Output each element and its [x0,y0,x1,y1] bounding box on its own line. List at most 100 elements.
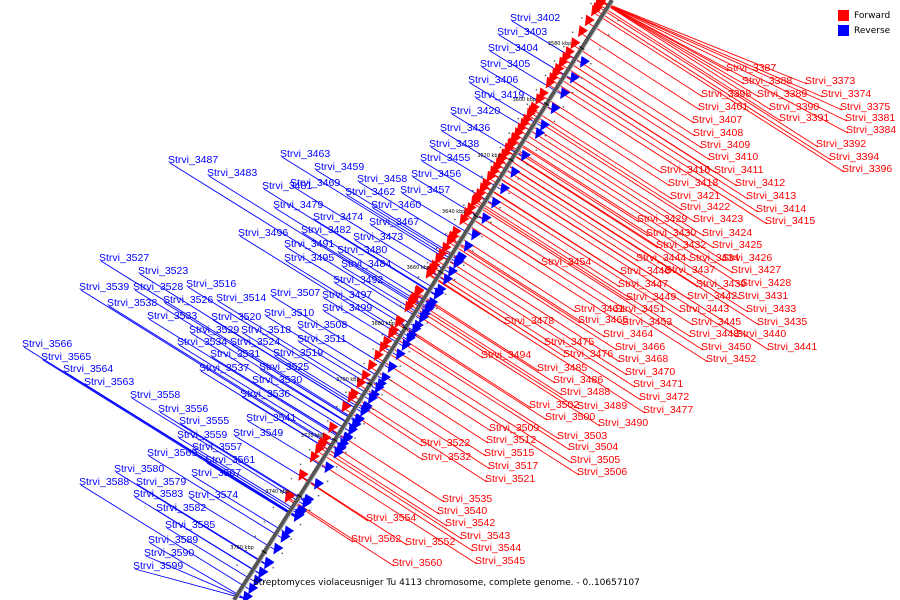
dot-mark [562,45,565,48]
gene-label-strvi_3479: Strvi_3479 [273,199,323,211]
gene-arrow-strvi_3440 [486,170,497,183]
gene-label-strvi_3438: Strvi_3438 [429,138,479,150]
gene-label-strvi_3524: Strvi_3524 [230,336,280,348]
gene-label-strvi_3482: Strvi_3482 [301,224,351,236]
gene-arrow-strvi_3569 [280,531,291,543]
connector-strvi_3482 [302,232,428,311]
gene-label-strvi_3437: Strvi_3437 [665,264,715,276]
gene-arrow-strvi_3401 [578,25,588,38]
gene-label-strvi_3429: Strvi_3429 [637,213,687,225]
gene-label-strvi_3473: Strvi_3473 [353,231,403,243]
connector-strvi_3401 [580,32,701,111]
connector-strvi_3545 [312,458,478,565]
dot-mark [345,391,347,394]
gene-label-strvi_3483: Strvi_3483 [207,167,257,179]
dot-mark [454,218,456,221]
ruler-tick [331,437,338,443]
gene-label-strvi_3391: Strvi_3391 [779,112,829,124]
dot-mark [481,175,483,178]
gene-arrow-strvi_3523 [360,404,371,417]
dot-mark [580,77,583,79]
connector-strvi_3521 [352,395,488,483]
connector-strvi_3392 [597,5,819,148]
gene-label-strvi_3448: Strvi_3448 [689,328,739,340]
gene-label-strvi_3402: Strvi_3402 [510,12,560,24]
connector-strvi_3412 [556,70,738,187]
dot-mark [417,276,420,278]
gene-label-strvi_3450: Strvi_3450 [701,341,751,353]
gene-label-strvi_3475: Strvi_3475 [544,336,594,348]
gene-label-strvi_3486: Strvi_3486 [553,374,603,386]
dot-mark [236,564,238,566]
gene-label-strvi_3433: Strvi_3433 [746,303,796,315]
dot-mark [481,235,483,238]
gene-arrow-strvi_3502 [395,314,406,327]
dot-mark [526,163,529,166]
gene-label-strvi_3434: Strvi_3434 [689,252,739,264]
connector-strvi_3442 [491,172,690,300]
gene-label-strvi_3414: Strvi_3414 [756,203,806,215]
gene-label-strvi_3557: Strvi_3557 [192,441,242,453]
ruler-tick [402,325,409,331]
connector-strvi_3494 [406,308,484,359]
forward-swatch [838,10,849,21]
gene-label-strvi_3569: Strvi_3569 [147,447,197,459]
gene-label-strvi_3484: Strvi_3484 [341,258,391,270]
gene-label-strvi_3392: Strvi_3392 [816,138,866,150]
gene-label-strvi_3582: Strvi_3582 [156,502,206,514]
connector-strvi_3525 [260,369,355,428]
connector-strvi_3585 [166,527,257,583]
dot-mark [335,466,338,468]
gene-label-strvi_3407: Strvi_3407 [692,114,742,126]
gene-arrow-strvi_3508 [380,371,391,384]
ruler-tick [296,493,303,499]
connector-strvi_3557 [193,449,299,515]
connector-strvi_3522 [349,398,423,447]
gene-label-strvi_3506: Strvi_3506 [577,466,627,478]
dot-mark [326,480,329,483]
dot-mark [308,449,311,451]
dot-mark [290,477,293,480]
gene-arrow-strvi_3515 [361,369,372,382]
dot-mark [408,290,411,293]
gene-label-strvi_3517: Strvi_3517 [488,460,538,472]
connector-strvi_3544 [316,450,474,552]
connector-strvi_3558 [131,397,305,506]
gene-arrow-strvi_3418 [535,93,546,106]
gene-label-strvi_3562: Strvi_3562 [351,533,401,545]
ruler-tick [261,549,268,555]
gene-label-strvi_3401: Strvi_3401 [698,101,748,113]
connector-strvi_3526 [164,302,357,423]
connector-strvi_3523 [139,273,363,413]
connector-strvi_3413 [553,74,749,200]
gene-arrow-strvi_3554 [298,469,309,482]
connector-strvi_3440 [488,178,739,338]
connector-strvi_3504 [390,334,571,451]
gene-arrow-strvi_3522 [347,391,358,403]
gene-label-strvi_3516: Strvi_3516 [186,278,236,290]
connector-strvi_3407 [572,44,695,124]
gene-arrow-strvi_3497 [401,339,412,351]
gene-label-strvi_3491: Strvi_3491 [284,238,334,250]
gene-arrow-strvi_3504 [387,327,398,340]
dot-mark [281,492,284,494]
connector-strvi_3507 [271,295,391,370]
connector-strvi_3533 [148,318,346,442]
connector-strvi_3439 [499,160,699,288]
position-ruler: 3580 kbp 3600 kbp 3620 kbp 3640 kbp 3660 kbp… [230,2,619,583]
ruler-label: 3620 kbp [477,153,501,159]
gene-label-strvi_3522: Strvi_3522 [420,437,470,449]
ruler-label: 3640 kbp [442,209,466,215]
gene-label-strvi_3398: Strvi_3398 [701,88,751,100]
connector-strvi_3427 [516,134,734,274]
gene-label-strvi_3455: Strvi_3455 [420,152,470,164]
gene-label-strvi_3381: Strvi_3381 [845,112,895,124]
legend-reverse: Reverse [838,23,890,38]
gene-arrow-strvi_3545 [309,450,320,463]
dot-mark [299,523,302,526]
gene-label-strvi_3558: Strvi_3558 [130,389,180,401]
connector-strvi_3388 [600,0,745,85]
ruler-tick [367,381,373,387]
gene-label-strvi_3406: Strvi_3406 [468,74,518,86]
